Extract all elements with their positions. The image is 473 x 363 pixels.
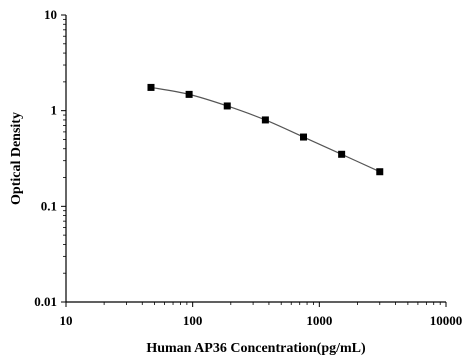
y-tick-label: 1 [51, 103, 58, 118]
data-point [261, 116, 269, 124]
data-point [300, 133, 308, 141]
axes [65, 15, 446, 303]
x-axis-title: Human AP36 Concentration(pg/mL) [146, 341, 366, 356]
data-point [185, 90, 193, 98]
y-axis-title: Optical Density [9, 112, 24, 205]
data-points [147, 83, 384, 176]
data-point [223, 102, 231, 110]
fit-curve [150, 86, 381, 173]
y-tick-label: 10 [44, 7, 57, 22]
data-point [376, 168, 384, 176]
x-tick-label: 10000 [430, 313, 463, 328]
ticks [61, 14, 447, 307]
y-tick-label: 0.01 [34, 294, 57, 309]
tick-labels: 10 100 1000 10000 0.01 0.1 1 10 [34, 7, 462, 328]
y-tick-label: 0.1 [41, 198, 57, 213]
data-point [147, 83, 155, 91]
x-tick-label: 10 [60, 313, 73, 328]
x-tick-label: 1000 [306, 313, 332, 328]
x-tick-label: 100 [183, 313, 203, 328]
data-point [338, 150, 346, 158]
